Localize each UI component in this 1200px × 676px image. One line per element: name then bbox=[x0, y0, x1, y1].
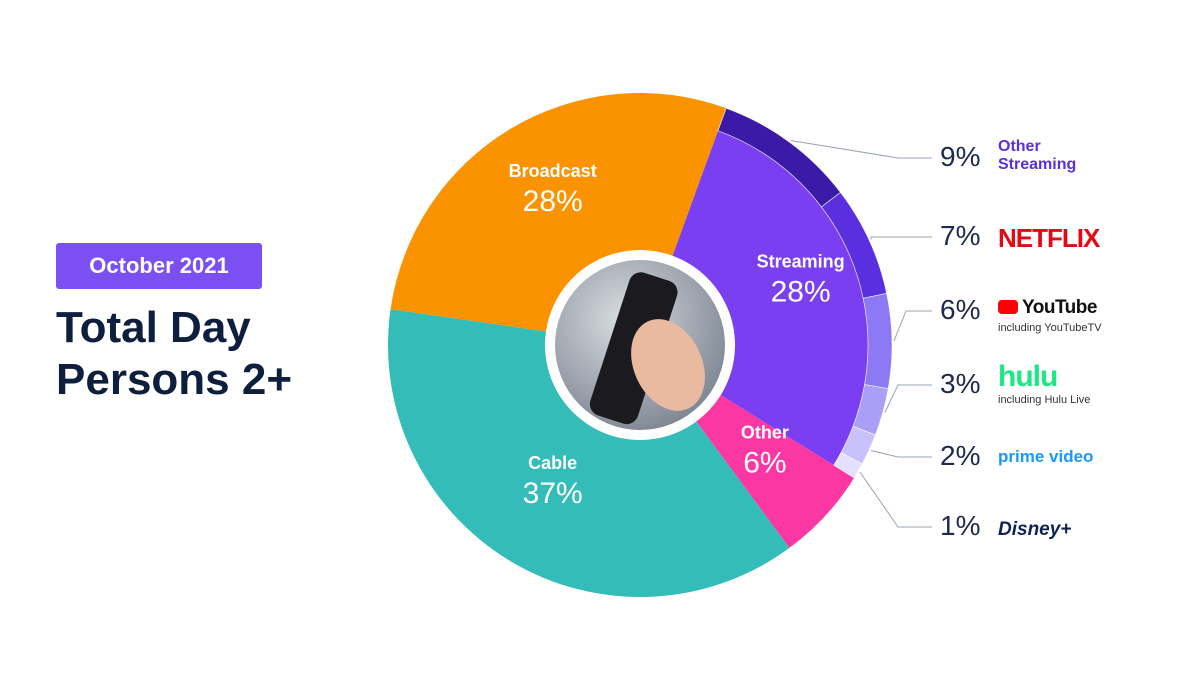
ring-segment bbox=[833, 452, 863, 479]
chart-title: Total Day Persons 2+ bbox=[56, 303, 293, 404]
brand-label: YouTube including YouTubeTV bbox=[998, 289, 1108, 334]
breakdown-value: 6% bbox=[940, 294, 981, 325]
brand-name: hulu bbox=[998, 360, 1058, 393]
hand bbox=[631, 319, 705, 411]
breakdown-value: 7% bbox=[940, 220, 981, 251]
leader-line bbox=[790, 139, 932, 159]
slice-value: 28% bbox=[523, 185, 583, 218]
slice-label: Other bbox=[741, 422, 789, 442]
leader-line bbox=[859, 471, 932, 528]
brand-name: Disney+ bbox=[998, 519, 1072, 540]
leader-line bbox=[884, 384, 932, 413]
breakdown-value: 9% bbox=[940, 141, 981, 172]
leader-line bbox=[870, 236, 932, 240]
breakdown-value: 3% bbox=[940, 368, 981, 399]
brand-note: including YouTubeTV bbox=[998, 322, 1102, 334]
brand-label: Disney+ bbox=[998, 505, 1108, 541]
brand-name: prime video bbox=[998, 447, 1094, 466]
play-icon bbox=[998, 300, 1018, 314]
breakdown-value: 1% bbox=[940, 510, 981, 541]
brand-name: NETFLIX bbox=[998, 223, 1100, 253]
brand-label: prime video bbox=[998, 435, 1108, 467]
date-badge: October 2021 bbox=[56, 243, 262, 289]
slice-label: Broadcast bbox=[509, 161, 597, 181]
brand-label: Other Streaming bbox=[998, 136, 1108, 174]
pie-slice bbox=[388, 309, 790, 597]
leader-line bbox=[870, 450, 932, 458]
slice-label: Streaming bbox=[757, 251, 845, 271]
breakdown-value: 2% bbox=[940, 440, 981, 471]
slice-value: 6% bbox=[743, 446, 786, 479]
brand-note: including Hulu Live bbox=[998, 394, 1091, 406]
slice-value: 37% bbox=[523, 477, 583, 510]
brand-name: YouTube bbox=[998, 297, 1108, 319]
slice-value: 28% bbox=[771, 275, 831, 308]
brand-name: Other Streaming bbox=[998, 138, 1077, 173]
slice-label: Cable bbox=[528, 453, 577, 473]
leader-line bbox=[893, 310, 932, 342]
brand-label: NETFLIX bbox=[998, 215, 1108, 254]
brand-label: hulu including Hulu Live bbox=[998, 360, 1108, 407]
